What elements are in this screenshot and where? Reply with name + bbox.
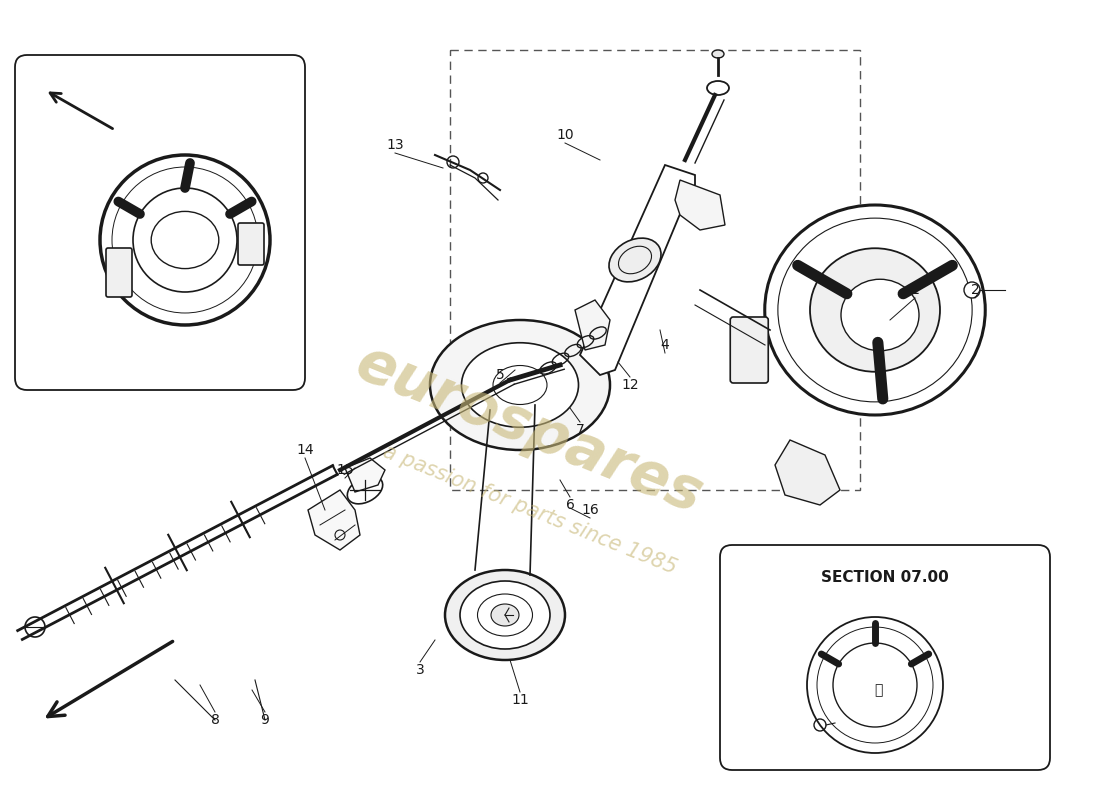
- Ellipse shape: [446, 570, 565, 660]
- Text: 7: 7: [575, 423, 584, 437]
- Ellipse shape: [764, 205, 986, 415]
- Ellipse shape: [712, 50, 724, 58]
- Text: 3: 3: [416, 663, 425, 677]
- Text: 12: 12: [621, 378, 639, 392]
- Ellipse shape: [462, 342, 579, 427]
- Text: 8: 8: [210, 713, 219, 727]
- Polygon shape: [575, 300, 611, 350]
- Ellipse shape: [430, 320, 610, 450]
- Text: a passion for parts since 1985: a passion for parts since 1985: [381, 442, 680, 578]
- Text: ⍓: ⍓: [873, 683, 882, 697]
- Polygon shape: [345, 458, 385, 492]
- Bar: [450, 50, 860, 490]
- FancyBboxPatch shape: [730, 317, 768, 383]
- Text: 13: 13: [386, 138, 404, 152]
- Polygon shape: [580, 165, 695, 375]
- Text: SECTION 07.00: SECTION 07.00: [821, 570, 949, 585]
- Text: 1: 1: [911, 283, 920, 297]
- Text: 5: 5: [496, 368, 505, 382]
- Text: 10: 10: [557, 128, 574, 142]
- Polygon shape: [776, 440, 840, 505]
- Ellipse shape: [460, 581, 550, 649]
- Text: 14: 14: [296, 443, 314, 457]
- Text: 16: 16: [581, 503, 598, 517]
- Text: 9: 9: [261, 713, 270, 727]
- Ellipse shape: [778, 218, 972, 402]
- Ellipse shape: [609, 238, 661, 282]
- FancyBboxPatch shape: [106, 248, 132, 297]
- Circle shape: [964, 282, 980, 298]
- Polygon shape: [675, 180, 725, 230]
- Text: 6: 6: [565, 498, 574, 512]
- Polygon shape: [308, 490, 360, 550]
- Ellipse shape: [842, 279, 918, 350]
- FancyBboxPatch shape: [238, 223, 264, 265]
- Text: eurospares: eurospares: [349, 334, 712, 526]
- Text: 15: 15: [337, 463, 354, 477]
- Ellipse shape: [810, 248, 940, 372]
- Text: 2: 2: [970, 283, 979, 297]
- Ellipse shape: [707, 81, 729, 95]
- Text: 11: 11: [512, 693, 529, 707]
- Ellipse shape: [491, 604, 519, 626]
- Text: 4: 4: [661, 338, 670, 352]
